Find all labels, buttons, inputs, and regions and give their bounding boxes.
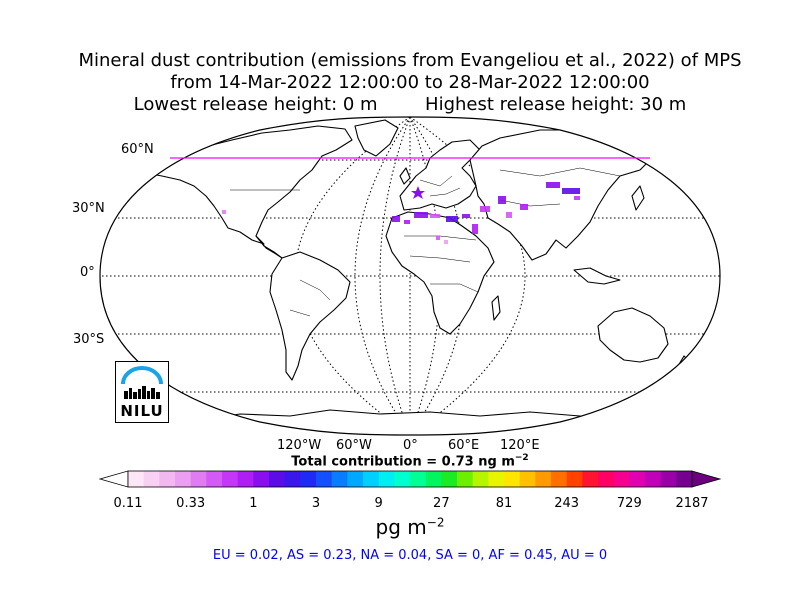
colorbar-tick-label: 729 [616, 496, 642, 511]
europe [399, 139, 481, 211]
colorbar-segment [425, 471, 442, 487]
colorbar-segment [457, 471, 474, 487]
colorbar-segment [488, 471, 505, 487]
title-line-1: Mineral dust contribution (emissions fro… [78, 50, 742, 71]
colorbar-segment [143, 471, 160, 487]
colorbar-tick-label: 1 [249, 496, 258, 511]
colorbar-segment [676, 471, 693, 487]
north-america [139, 125, 353, 245]
colorbar-segment [159, 471, 176, 487]
nilu-logo-graphic [121, 366, 163, 399]
colorbar-segment [347, 471, 364, 487]
lowest-release-height: Lowest release height: 0 m [133, 94, 378, 115]
colorbar-tick-label: 0.33 [176, 496, 206, 511]
colorbar-segment [394, 471, 411, 487]
colorbar-segment [175, 471, 192, 487]
colorbar-segment [363, 471, 380, 487]
colorbar-tick-label: 81 [495, 496, 513, 511]
colorbar-segment [519, 471, 536, 487]
total-contribution-exponent: −2 [514, 453, 529, 463]
colorbar-frame [127, 470, 693, 488]
madagascar [491, 295, 501, 321]
colorbar-segment [551, 471, 568, 487]
colorbar-under-extension [98, 470, 129, 488]
japan [631, 185, 645, 211]
colorbar-segment [300, 471, 317, 487]
colorbar-segment [128, 471, 145, 487]
release-marker [411, 186, 425, 199]
highest-release-height: Highest release height: 30 m [425, 94, 687, 115]
greenland [354, 119, 399, 157]
colorbar-units: pg m−2 [0, 515, 800, 539]
british-isles [399, 167, 411, 185]
colorbar-segment [613, 471, 630, 487]
colorbar-tick-label: 3 [311, 496, 321, 511]
colorbar-segment [316, 471, 333, 487]
title-line-3: Lowest release height: 0 m Highest relea… [0, 94, 800, 116]
colorbar-segment [582, 471, 599, 487]
lon-label-120w: 120°W [277, 438, 322, 453]
colorbar-segment [222, 471, 239, 487]
total-contribution: Total contribution = 0.73 ng m−2 [0, 453, 800, 469]
colorbar-segment [441, 471, 458, 487]
colorbar-tick-label: 9 [374, 496, 383, 511]
colorbar-segment [253, 471, 270, 487]
colorbar-units-exponent: −2 [426, 515, 445, 530]
colorbar-tick-label: 27 [433, 496, 450, 511]
colorbar-tick-label: 243 [554, 496, 580, 511]
lat-label-0: 0° [80, 265, 95, 280]
asia [469, 129, 661, 261]
colorbar-segment [410, 471, 427, 487]
plot-title: Mineral dust contribution (emissions fro… [0, 50, 800, 116]
country-borders [230, 167, 621, 317]
lat-label-60n: 60°N [121, 142, 154, 157]
australia [597, 307, 669, 363]
colorbar-segment [237, 471, 254, 487]
lat-label-30n: 30°N [72, 201, 105, 216]
colorbar-segment [598, 471, 615, 487]
colorbar-segment [206, 471, 223, 487]
colorbar-segment [284, 471, 301, 487]
lon-label-120e: 120°E [500, 438, 540, 453]
colorbar-tick-label: 0.11 [113, 496, 143, 511]
colorbar-segment [331, 471, 348, 487]
colorbar-segment [645, 471, 662, 487]
title-line-2: from 14-Mar-2022 12:00:00 to 28-Mar-2022… [170, 72, 650, 93]
lon-label-60e: 60°E [448, 438, 480, 453]
colorbar-segment [566, 471, 583, 487]
regional-contributions: EU = 0.02, AS = 0.23, NA = 0.04, SA = 0,… [212, 548, 608, 563]
colorbar-segment [535, 471, 552, 487]
nilu-logo: NILU [115, 361, 169, 423]
lat-label-30s: 30°S [73, 332, 105, 347]
colorbar-segment [629, 471, 646, 487]
nilu-logo-text: NILU [120, 402, 164, 420]
colorbar-tick-label: 2187 [675, 496, 709, 511]
total-contribution-text: Total contribution = 0.73 ng m [291, 454, 515, 470]
colorbar-segment [504, 471, 521, 487]
dust-contribution-field [222, 182, 580, 244]
colorbar-segment [269, 471, 286, 487]
colorbar-units-text: pg m [375, 515, 427, 539]
colorbar-segment [660, 471, 677, 487]
colorbar [98, 470, 722, 488]
lon-label-60w: 60°W [336, 438, 372, 453]
colorbar-over-extension [691, 470, 722, 488]
colorbar-segment [472, 471, 489, 487]
lon-label-0: 0° [403, 438, 418, 453]
map-boundary [99, 116, 721, 436]
colorbar-segment [378, 471, 395, 487]
colorbar-segment [190, 471, 207, 487]
southeast-asia-islands [573, 267, 621, 285]
